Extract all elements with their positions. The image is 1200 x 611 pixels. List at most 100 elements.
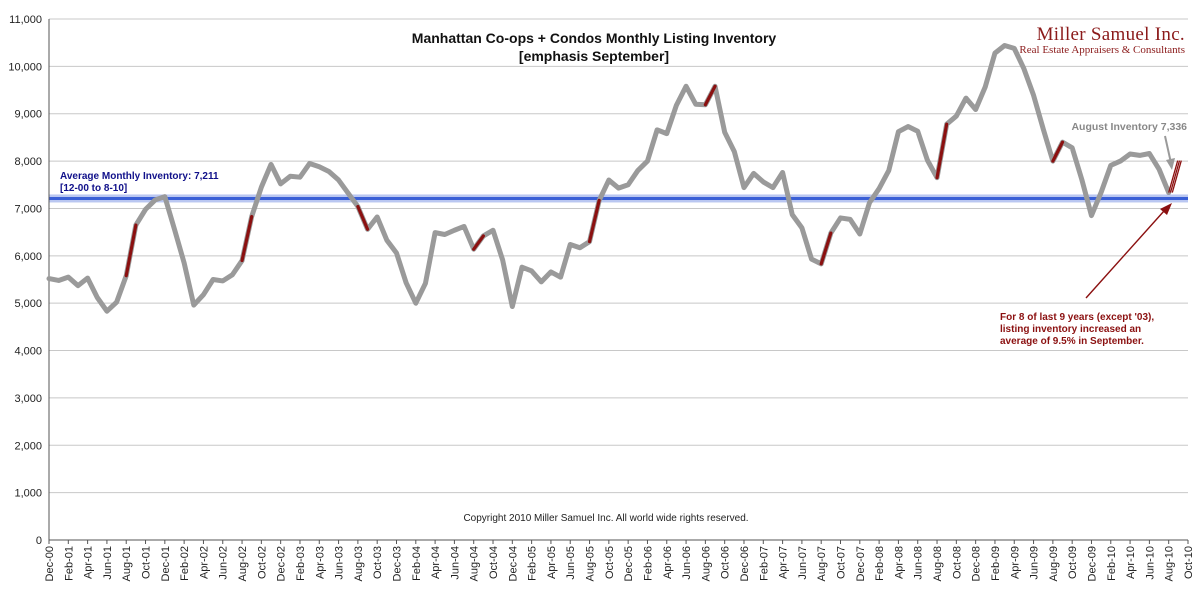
x-tick-label: Jun-05 xyxy=(565,546,577,580)
data-point xyxy=(1042,128,1044,130)
data-point xyxy=(994,52,996,54)
x-tick-label: Jun-09 xyxy=(1029,546,1041,580)
x-tick-label: Oct-04 xyxy=(488,546,500,579)
x-tick-label: Jun-10 xyxy=(1144,546,1156,580)
data-point xyxy=(116,301,118,303)
x-tick-label: Apr-10 xyxy=(1125,546,1137,579)
data-point xyxy=(608,179,610,181)
data-point xyxy=(646,160,648,162)
data-point xyxy=(154,199,156,201)
x-tick-label: Oct-05 xyxy=(604,546,616,579)
data-point xyxy=(96,297,98,298)
data-point xyxy=(868,202,870,204)
data-point xyxy=(627,184,629,186)
data-point xyxy=(878,188,880,190)
data-point xyxy=(1119,160,1121,162)
data-point xyxy=(328,171,330,173)
x-tick-label: Dec-02 xyxy=(276,546,288,581)
x-tick-label: Feb-05 xyxy=(527,546,539,581)
data-point xyxy=(164,196,166,198)
data-point xyxy=(897,131,899,133)
x-tick-label: Dec-06 xyxy=(739,546,751,581)
x-tick-label: Feb-09 xyxy=(990,546,1002,581)
data-point xyxy=(309,162,311,164)
data-point xyxy=(840,217,842,219)
data-point xyxy=(762,181,764,183)
y-tick-label: 0 xyxy=(36,535,42,547)
data-point xyxy=(888,170,890,172)
data-point xyxy=(424,282,426,284)
data-point xyxy=(1081,179,1083,181)
september-segment xyxy=(472,234,485,251)
data-point xyxy=(695,103,697,105)
september-segment xyxy=(935,122,949,180)
data-point xyxy=(984,86,986,88)
x-axis-ticks: Dec-00 Feb-01 Apr-01 Jun-01 Aug-01 Oct-01 Dec-… xyxy=(44,546,1195,581)
x-tick-label: Aug-02 xyxy=(237,546,249,581)
y-tick-label: 9,000 xyxy=(14,109,42,121)
data-point xyxy=(782,171,784,173)
data-point xyxy=(270,163,272,165)
data-point xyxy=(415,302,417,304)
data-point xyxy=(1023,68,1025,70)
note-line-2: listing inventory increased an xyxy=(1000,324,1141,335)
x-tick-label: Feb-06 xyxy=(642,546,654,581)
data-point xyxy=(193,304,195,306)
data-point xyxy=(540,281,542,283)
x-tick-label: Dec-00 xyxy=(44,546,56,581)
x-tick-label: Jun-07 xyxy=(797,546,809,580)
data-point xyxy=(1013,47,1015,49)
data-point xyxy=(212,279,214,280)
data-point xyxy=(453,229,455,231)
x-tick-label: Dec-07 xyxy=(855,546,867,581)
x-tick-label: Jun-01 xyxy=(102,546,114,580)
x-tick-label: Oct-01 xyxy=(141,546,153,579)
september-emphasis-layer xyxy=(124,84,1182,278)
september-segment xyxy=(703,84,717,107)
september-segment xyxy=(819,231,833,266)
brand-name: Miller Samuel Inc. xyxy=(1037,24,1185,45)
x-tick-label: Aug-08 xyxy=(932,546,944,581)
data-point xyxy=(1071,147,1073,149)
data-point xyxy=(1090,215,1092,217)
data-point xyxy=(1004,45,1006,47)
data-point xyxy=(531,270,533,272)
data-point xyxy=(405,282,407,284)
data-point xyxy=(58,279,60,281)
data-point xyxy=(724,131,726,133)
x-tick-label: Feb-02 xyxy=(179,546,191,581)
y-tick-label: 6,000 xyxy=(14,251,42,263)
data-point xyxy=(1100,191,1102,193)
data-point xyxy=(1139,154,1141,156)
x-tick-label: Aug-01 xyxy=(121,546,133,581)
series-layer xyxy=(46,43,1172,314)
x-tick-label: Apr-05 xyxy=(546,546,558,579)
data-point xyxy=(733,151,735,153)
x-tick-label: Aug-10 xyxy=(1164,546,1176,581)
data-point xyxy=(550,271,552,273)
data-point xyxy=(299,176,301,178)
data-point xyxy=(656,129,658,131)
x-tick-label: Oct-09 xyxy=(1067,546,1079,579)
x-tick-label: Aug-09 xyxy=(1048,546,1060,581)
data-point xyxy=(560,276,562,278)
x-tick-label: Feb-01 xyxy=(63,546,75,581)
data-point xyxy=(791,214,793,216)
y-tick-label: 7,000 xyxy=(14,203,42,215)
september-segment xyxy=(356,204,370,231)
data-point xyxy=(347,192,349,194)
data-point xyxy=(849,218,851,220)
y-tick-label: 1,000 xyxy=(14,488,42,500)
x-tick-label: Oct-07 xyxy=(836,546,848,579)
data-point xyxy=(289,175,291,177)
data-point xyxy=(926,159,928,161)
data-point xyxy=(569,243,571,245)
average-range-label: [12-00 to 8-10] xyxy=(60,183,127,194)
x-tick-label: Jun-02 xyxy=(218,546,230,580)
x-tick-label: Aug-03 xyxy=(353,546,365,581)
data-point xyxy=(675,104,677,106)
data-point xyxy=(917,130,919,132)
data-point xyxy=(48,278,50,280)
note-line-1: For 8 of last 9 years (except '03), xyxy=(1000,312,1154,323)
